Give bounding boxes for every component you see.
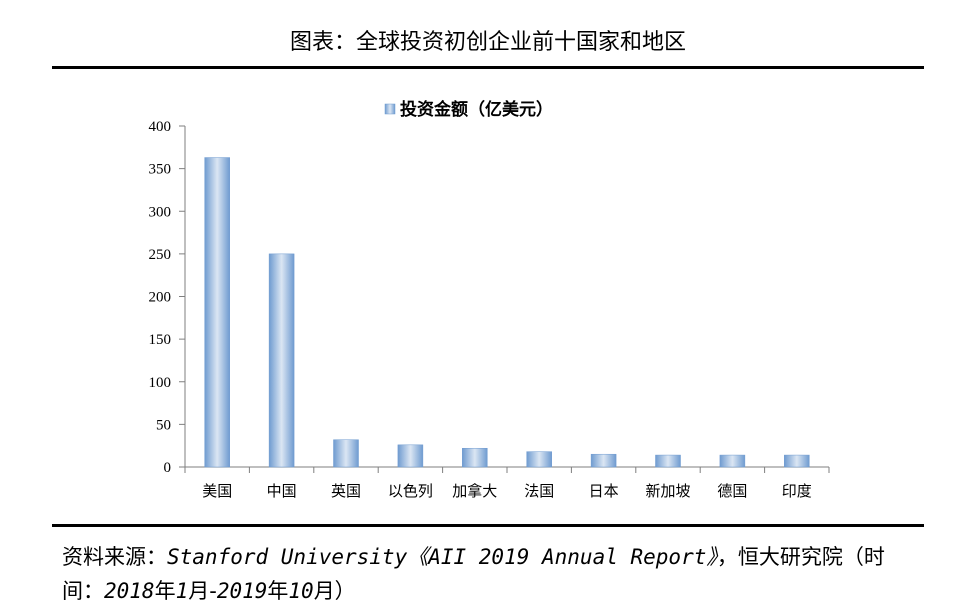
y-tick-label: 50: [156, 417, 171, 433]
source-note: 资料来源：Stanford University《AII 2019 Annual…: [62, 540, 922, 608]
y-tick-label: 350: [149, 162, 172, 178]
x-tick-label: 美国: [202, 482, 232, 500]
period-start-month: 1: [175, 579, 189, 603]
year-char-1: 年: [154, 579, 176, 603]
top-rule: [52, 66, 924, 69]
legend-swatch: [384, 103, 396, 115]
chart-bars: [204, 157, 810, 468]
bottom-rule: [52, 524, 924, 527]
bar-9: [784, 454, 810, 468]
figure-title: 图表：全球投资初创企业前十国家和地区: [289, 30, 686, 55]
bar-5: [526, 451, 552, 468]
month-char-1: 月-: [188, 579, 217, 603]
x-tick-label: 中国: [267, 482, 297, 500]
legend-label: 投资金额（亿美元）: [400, 99, 553, 120]
x-tick-label: 以色列: [388, 482, 433, 500]
bar-6: [590, 453, 617, 468]
x-tick-label: 新加坡: [645, 482, 690, 500]
bar-1: [268, 253, 295, 468]
year-char-2: 年: [267, 579, 289, 603]
period-end-month: 10: [288, 579, 314, 603]
x-tick-label: 加拿大: [452, 482, 497, 500]
source-middle: ，恒大研究院（时间：: [62, 545, 885, 603]
period-start-year: 2018: [104, 579, 155, 603]
y-tick-label: 200: [149, 290, 172, 306]
source-english: Stanford University《AII 2019 Annual Repo…: [167, 545, 717, 569]
bar-2: [333, 439, 359, 468]
bar-8: [719, 454, 746, 468]
bar-3: [397, 444, 424, 468]
chart-legend: 投资金额（亿美元）: [384, 99, 553, 120]
bar-7: [655, 454, 681, 468]
y-tick-label: 250: [149, 247, 172, 263]
month-char-2: 月）: [313, 579, 356, 603]
x-tick-label: 英国: [331, 482, 361, 500]
period-end-year: 2019: [216, 579, 268, 603]
y-tick-label: 150: [149, 332, 172, 348]
y-tick-label: 300: [149, 204, 172, 220]
x-tick-label: 日本: [589, 482, 619, 500]
x-tick-labels: 美国 中国 英国 以色列 加拿大 法国 日本 新加坡 德国 印度: [202, 482, 812, 500]
bar-4: [462, 447, 488, 468]
x-tick-label: 法国: [524, 482, 554, 500]
y-tick-label: 100: [149, 375, 172, 391]
x-tick-label: 德国: [717, 482, 747, 500]
bar-0: [204, 157, 230, 468]
source-prefix: 资料来源：: [62, 545, 167, 569]
x-tick-label: 印度: [782, 482, 812, 500]
y-tick-label: 0: [164, 460, 172, 476]
y-tick-labels: 0 50 100 150 200 250 300 350 400: [149, 119, 172, 476]
y-tick-label: 400: [149, 119, 172, 135]
